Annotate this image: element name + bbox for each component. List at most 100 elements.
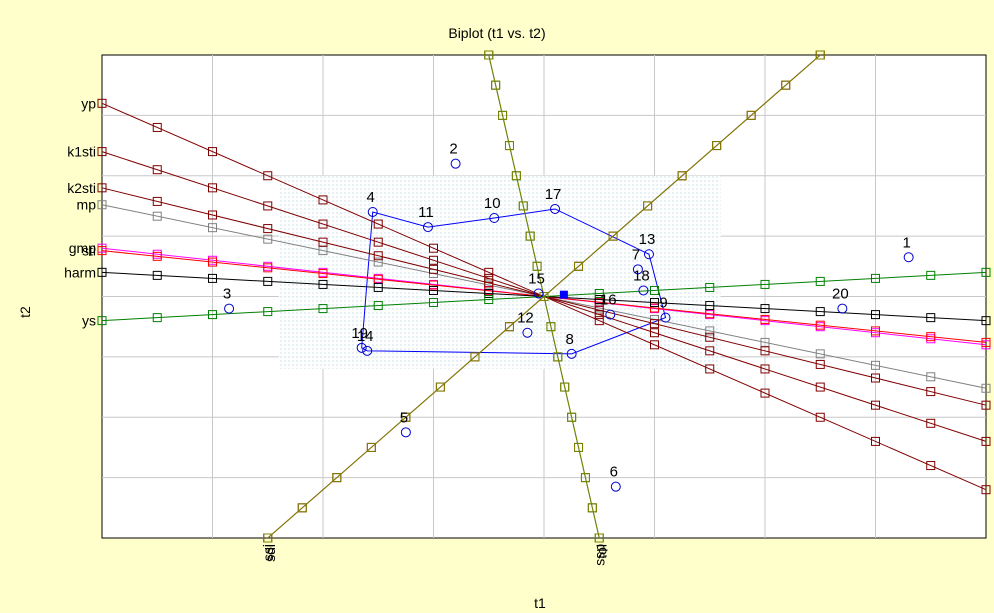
shaded-region <box>278 175 721 369</box>
loading-marker-ys <box>429 298 438 308</box>
loading-marker-mp <box>152 211 162 221</box>
loading-marker-sdi <box>643 201 653 211</box>
left-label-mp: mp <box>77 197 97 213</box>
loading-marker-k1sti <box>263 201 273 211</box>
loading-marker-harm <box>594 295 604 305</box>
loading-marker-harm <box>926 313 936 323</box>
loading-marker-harm <box>318 279 328 289</box>
loading-marker-mp <box>373 257 383 267</box>
loading-marker-yp <box>981 485 991 495</box>
loading-marker-ys <box>97 316 107 326</box>
loading-marker-yp <box>97 98 107 108</box>
point-2 <box>450 158 461 169</box>
point-label-5: 5 <box>400 409 408 426</box>
point-15 <box>533 288 544 299</box>
loading-marker-harm <box>429 285 438 295</box>
point-label-11: 11 <box>418 204 434 221</box>
loading-marker-k1sti <box>152 165 162 175</box>
loading-marker-k2sti <box>981 400 991 410</box>
loading-marker-tol <box>539 292 549 301</box>
loading-marker-sti <box>871 326 880 336</box>
loading-marker-k2sti <box>152 196 162 206</box>
chart-title: Biplot (t1 vs. t2) <box>448 25 545 41</box>
loading-marker-k1sti <box>981 436 991 446</box>
loading-marker-tol <box>491 80 501 90</box>
loading-marker-harm <box>97 267 107 277</box>
loading-marker-yp <box>484 267 494 277</box>
loading-marker-k2sti <box>926 387 936 397</box>
point-13 <box>643 249 654 260</box>
loading-marker-sti <box>815 320 825 330</box>
loading-marker-yp <box>152 122 162 132</box>
origin-marker <box>559 290 568 299</box>
loading-marker-harm <box>871 310 880 320</box>
loading-marker-k1sti <box>650 328 659 338</box>
loading-marker-harm <box>705 301 715 311</box>
loading-marker-sti <box>263 263 273 273</box>
loading-marker-k1sti <box>484 273 494 283</box>
loading-marker-tol <box>567 412 577 422</box>
loading-marker-tol <box>498 110 508 120</box>
loading-marker-tol <box>587 503 597 513</box>
loading-marker-yp <box>208 147 217 157</box>
loading-marker-sti <box>760 314 770 324</box>
left-label-k1sti: k1sti <box>67 144 96 160</box>
loading-marker-yp <box>705 364 715 374</box>
plot-area: 1234567891011121314151617181920ypk1stimp… <box>64 50 991 566</box>
loading-marker-ys <box>208 310 217 320</box>
point-label-6: 6 <box>610 464 618 481</box>
loading-marker-ys <box>650 285 659 295</box>
loading-marker-k1sti <box>926 418 936 428</box>
point-label-15: 15 <box>528 270 545 287</box>
loading-marker-tol <box>525 231 535 241</box>
loading-marker-yp <box>926 461 936 471</box>
loading-marker-sdi <box>470 352 480 362</box>
loading-marker-tol <box>560 382 570 392</box>
loading-marker-yp <box>429 243 438 253</box>
loading-marker-k1sti <box>318 219 328 229</box>
loading-marker-k2sti <box>429 264 438 274</box>
bottom-label-ssp: ssp <box>591 544 607 566</box>
loading-marker-sdi <box>781 80 791 90</box>
loading-marker-sdi <box>297 503 307 513</box>
loading-line-tol <box>488 54 600 539</box>
point-label-19: 19 <box>351 325 368 342</box>
point-5 <box>400 427 411 438</box>
loading-marker-k1sti <box>373 237 383 247</box>
loading-marker-k2sti <box>318 237 328 247</box>
loading-marker-sdi <box>504 322 514 332</box>
loading-marker-k2sti <box>815 359 825 369</box>
loading-marker-mp <box>208 223 217 233</box>
loading-marker-ys <box>760 279 770 289</box>
loading-marker-yp <box>760 388 770 398</box>
point-label-1: 1 <box>902 234 910 251</box>
loading-marker-sdi <box>746 110 756 120</box>
loading-marker-sdi <box>574 261 584 271</box>
loading-marker-k2sti <box>760 346 770 356</box>
point-label-3: 3 <box>223 286 231 303</box>
loading-marker-tol <box>511 171 521 181</box>
loading-marker-yp <box>373 219 383 229</box>
loading-marker-k1sti <box>760 364 770 374</box>
left-label-ys: ys <box>82 313 96 329</box>
loading-marker-harm <box>208 273 217 283</box>
point-label-2: 2 <box>449 141 457 158</box>
loading-marker-k2sti <box>650 319 659 329</box>
convex-hull <box>361 208 667 355</box>
loading-marker-yp <box>871 436 880 446</box>
loading-marker-k1sti <box>208 183 217 193</box>
loading-marker-sti <box>97 246 107 256</box>
loading-marker-tol <box>580 473 590 483</box>
loading-marker-mp <box>263 234 273 244</box>
loading-marker-k1sti <box>429 255 438 265</box>
loading-marker-sti <box>208 257 217 267</box>
loading-marker-k1sti <box>815 382 825 392</box>
loading-marker-yp <box>318 195 328 205</box>
loading-marker-k2sti <box>97 183 107 193</box>
point-label-20: 20 <box>832 286 849 303</box>
bottom-label-sdi: sdi <box>262 544 278 562</box>
loading-marker-mp <box>871 360 880 370</box>
loading-marker-harm <box>815 307 825 317</box>
point-14 <box>362 345 373 356</box>
point-1 <box>903 252 914 263</box>
